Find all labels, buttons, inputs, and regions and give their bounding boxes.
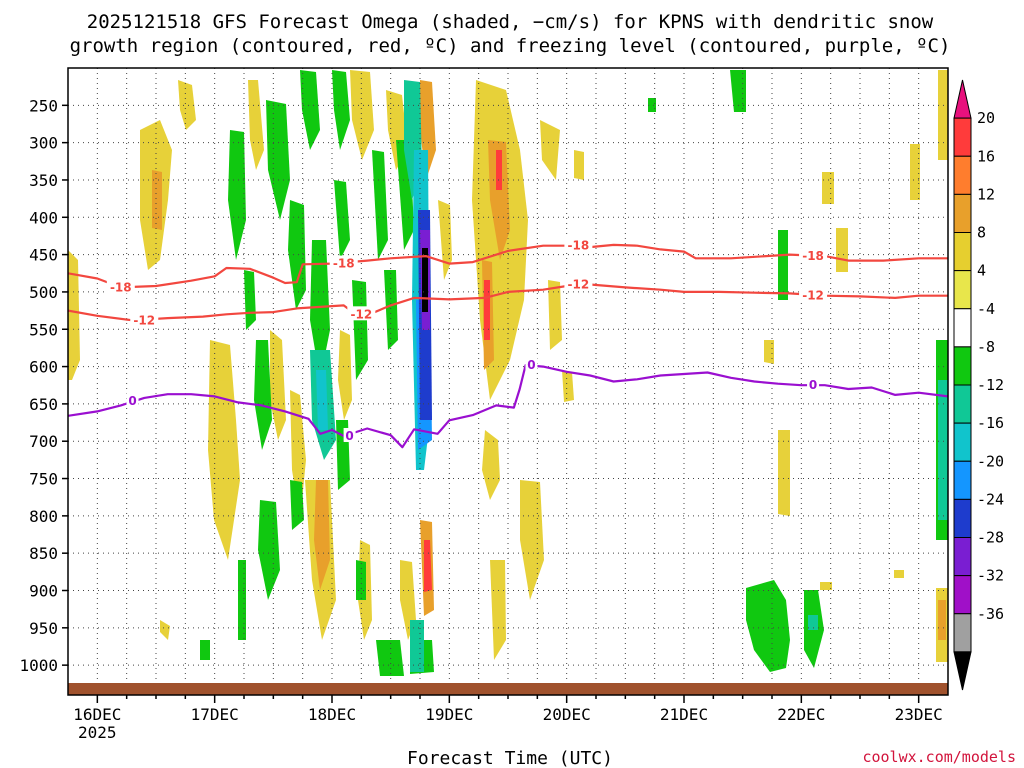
contour-label--18: -18	[110, 280, 132, 294]
colorbar-swatch	[953, 346, 972, 386]
colorbar-label: -20	[977, 452, 1004, 470]
omega-shade-green	[200, 70, 948, 676]
colorbar-swatch	[953, 308, 972, 348]
credit-text: coolwx.com/models	[862, 748, 1016, 766]
chart-title-line-2: growth region (contoured, red, ºC) and f…	[70, 35, 951, 57]
y-tick-label: 900	[29, 582, 58, 601]
y-tick-label: 650	[29, 395, 58, 414]
colorbar-swatch	[953, 537, 972, 577]
contour-label--12: -12	[133, 313, 155, 327]
omega-shade-black	[422, 248, 428, 312]
contour-label--12: -12	[802, 289, 824, 303]
x-tick-label: 16DEC	[73, 705, 121, 724]
colorbar-label: -4	[977, 300, 995, 318]
y-tick-label: 750	[29, 470, 58, 489]
y-tick-label: 300	[29, 134, 58, 153]
colorbar-label: 20	[977, 109, 995, 127]
y-tick-label: 550	[29, 320, 58, 339]
contour-label-bg	[525, 357, 538, 372]
x-tick-label: 18DEC	[308, 705, 356, 724]
contour-label-bg	[343, 427, 356, 442]
contour-label-bg	[564, 276, 593, 291]
contour-line--12	[68, 283, 948, 322]
colorbar-swatch	[953, 155, 972, 195]
contour-label-bg	[347, 306, 376, 321]
contour-label-bg	[799, 287, 828, 302]
contour-label--18: -18	[568, 239, 590, 253]
contour-label--18: -18	[802, 249, 824, 263]
y-tick-label: 800	[29, 507, 58, 526]
colorbar-label: -24	[977, 490, 1004, 508]
contour-line-0	[68, 364, 948, 449]
colorbar-swatch	[953, 270, 972, 310]
colorbar-swatch	[953, 232, 972, 272]
colorbar-swatch	[953, 613, 972, 653]
colorbar-swatch	[953, 460, 972, 500]
contour-label-0: 0	[345, 429, 353, 443]
colorbar-swatch	[953, 498, 972, 538]
contour-label-bg	[329, 255, 358, 270]
colorbar-swatch	[953, 117, 972, 157]
contour-label-bg	[564, 237, 593, 252]
x-tick-label: 17DEC	[191, 705, 239, 724]
contour-label--18: -18	[333, 257, 355, 271]
contour-label-bg	[807, 377, 820, 392]
contour-label--12: -12	[350, 307, 372, 321]
y-tick-label: 250	[29, 96, 58, 115]
colorbar-label: 12	[977, 185, 995, 203]
y-tick-label: 950	[29, 619, 58, 638]
colorbar-swatch	[953, 651, 972, 691]
y-tick-label: 450	[29, 246, 58, 265]
colorbar-label: 16	[977, 147, 995, 165]
colorbar-label: -12	[977, 376, 1004, 394]
y-tick-label: 850	[29, 544, 58, 563]
y-tick-label: 400	[29, 208, 58, 227]
chart-title-line-1: 2025121518 GFS Forecast Omega (shaded, −…	[87, 11, 934, 33]
colorbar-swatch	[953, 575, 972, 615]
colorbar-label: 8	[977, 224, 986, 242]
colorbar-swatch	[953, 193, 972, 233]
contour-label-bg	[799, 248, 828, 263]
x-axis-title: Forecast Time (UTC)	[407, 748, 613, 768]
colorbar: 20 16 12 8 4 -4 -8 -12 -16 -20 -24 -28 -32 -36	[953, 79, 1004, 691]
omega-shading	[68, 70, 948, 676]
colorbar-label: -32	[977, 567, 1004, 585]
y-tick-label: 700	[29, 432, 58, 451]
y-tick-label: 1000	[19, 656, 58, 675]
colorbar-label: 4	[977, 262, 986, 280]
colorbar-label: -28	[977, 529, 1004, 547]
colorbar-label: -36	[977, 605, 1004, 623]
contour-label-0: 0	[527, 358, 535, 372]
colorbar-label: -16	[977, 414, 1004, 432]
colorbar-swatch	[953, 422, 972, 462]
x-year-label: 2025	[78, 723, 117, 742]
x-tick-label: 22DEC	[777, 705, 825, 724]
contour-layer: -18 -18 -18 -18 -12 -12 -12 -12 0 0 0 0	[68, 237, 948, 449]
x-axis: 16DEC 17DEC 18DEC 19DEC 20DEC 21DEC 22DEC 23DEC	[73, 695, 943, 724]
y-tick-label: 350	[29, 171, 58, 190]
x-tick-label: 23DEC	[895, 705, 943, 724]
y-tick-label: 500	[29, 283, 58, 302]
contour-label--12: -12	[568, 277, 590, 291]
omega-shade-red	[424, 150, 502, 592]
ground-surface	[68, 683, 948, 695]
contour-label-0: 0	[809, 378, 817, 392]
x-tick-label: 21DEC	[660, 705, 708, 724]
contour-label-bg	[106, 279, 135, 294]
contour-label-0: 0	[128, 394, 136, 408]
colorbar-swatch	[953, 384, 972, 424]
contour-label-bg	[126, 392, 139, 407]
colorbar-swatch	[953, 79, 972, 119]
colorbar-label: -8	[977, 338, 995, 356]
x-tick-label: 19DEC	[425, 705, 473, 724]
y-axis: 250 300 350 400 450 500 550 600 650 700 750 800 850 9…	[19, 96, 68, 675]
contour-line--18	[68, 243, 948, 289]
contour-label-bg	[130, 312, 159, 327]
x-tick-label: 20DEC	[543, 705, 591, 724]
y-tick-label: 600	[29, 358, 58, 377]
